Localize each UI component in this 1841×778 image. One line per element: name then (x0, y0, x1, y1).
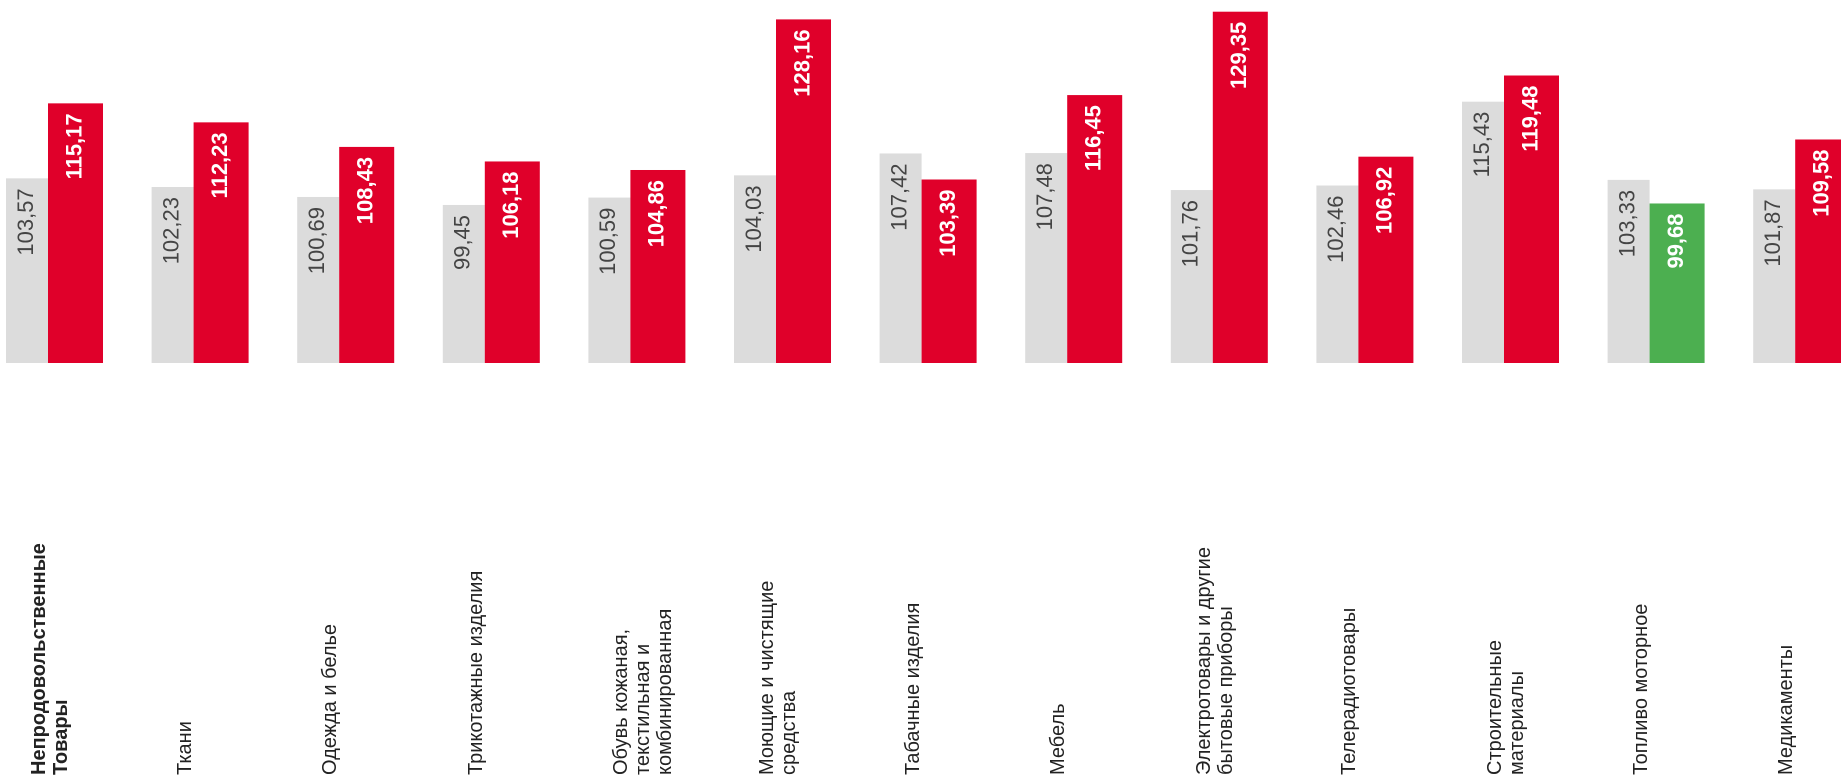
value-label: 109,58 (1809, 149, 1834, 216)
value-label: 112,23 (207, 132, 232, 198)
value-label: 101,76 (1178, 200, 1203, 267)
bar (193, 122, 249, 363)
value-label: 104,03 (741, 185, 766, 252)
value-label: 104,86 (644, 180, 669, 247)
category-label: Табачные изделия (901, 602, 924, 775)
category-label: Медикаменты (1775, 644, 1798, 775)
bar (776, 19, 831, 363)
value-label: 103,33 (1614, 190, 1639, 257)
value-label: 107,48 (1032, 163, 1057, 230)
category-label: Телерадиотовары (1338, 607, 1361, 775)
value-label: 99,45 (450, 215, 475, 270)
bar (630, 169, 686, 363)
value-label: 103,57 (13, 188, 38, 255)
bar (1316, 185, 1359, 363)
value-label: 99,68 (1663, 213, 1688, 268)
bar (588, 197, 631, 363)
category-label: Мебель (1047, 703, 1070, 775)
bar (734, 175, 776, 363)
bar (339, 146, 395, 363)
bar (6, 178, 48, 363)
value-label: 119,48 (1517, 85, 1542, 151)
bar (151, 186, 194, 363)
category-label: Топливо моторное (1629, 603, 1652, 775)
value-label: 116,45 (1081, 105, 1106, 171)
bar (879, 153, 922, 363)
bar (1753, 189, 1796, 363)
category-label: Обувь кожаная, текстильная и комбинирова… (610, 608, 677, 775)
bar (1795, 139, 1841, 363)
value-label: 115,43 (1469, 112, 1494, 178)
bar (484, 161, 540, 363)
value-label: 102,23 (158, 197, 183, 264)
value-label: 107,42 (886, 163, 911, 230)
category-label: Ткани (173, 721, 196, 775)
value-label: 102,46 (1323, 196, 1348, 263)
bar (1649, 203, 1705, 363)
value-label: 108,43 (353, 157, 378, 224)
bar (1212, 11, 1268, 364)
category-label: Одежда и белье (319, 623, 342, 775)
bar (1025, 153, 1068, 363)
bar (297, 196, 340, 363)
category-label: Трикотажные изделия (464, 570, 487, 775)
category-label: Моющие и чистящие средства (756, 580, 800, 775)
value-label: 103,39 (935, 189, 960, 256)
bar (1504, 75, 1559, 364)
value-label: 101,87 (1760, 199, 1785, 266)
category-label: Непродовольственные Товары (28, 543, 72, 775)
bar (1358, 156, 1414, 363)
value-label: 106,18 (498, 171, 523, 238)
bar (442, 204, 485, 363)
value-label: 100,59 (595, 208, 620, 275)
value-label: 106,92 (1372, 167, 1397, 234)
bar (1607, 179, 1650, 363)
category-label: Электротовары и другие бытовые приборы (1192, 547, 1237, 775)
value-label: 128,16 (789, 29, 814, 96)
bar (48, 103, 103, 364)
bar (1067, 95, 1123, 363)
value-label: 129,35 (1226, 22, 1251, 89)
value-label: 115,17 (61, 113, 86, 179)
category-label: Строительные материалы (1484, 639, 1528, 775)
bar (1462, 101, 1504, 364)
bar (1170, 190, 1213, 363)
bar (921, 179, 977, 363)
value-label: 100,69 (304, 207, 329, 274)
